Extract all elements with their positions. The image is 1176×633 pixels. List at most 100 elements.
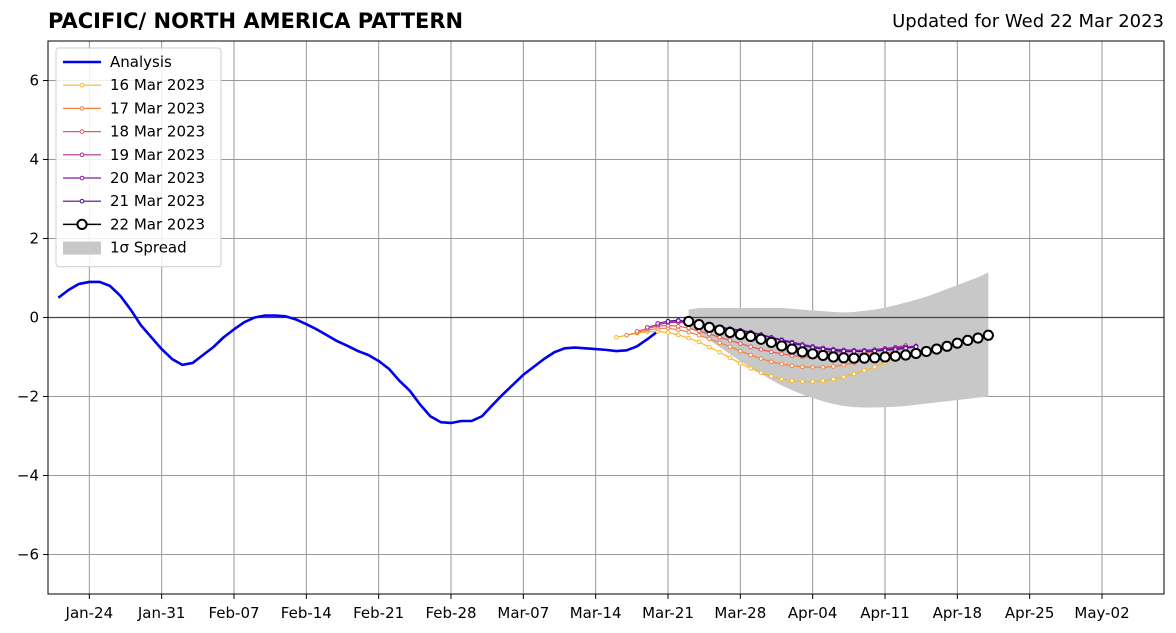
forecast-point — [827, 351, 839, 363]
forecast-point — [727, 338, 733, 343]
forecast-point — [779, 361, 784, 367]
x-tick-label: Jan-31 — [137, 604, 186, 622]
forecast-point — [841, 362, 846, 368]
x-tick-label: Mar-28 — [714, 604, 766, 622]
forecast-point — [634, 329, 640, 334]
forecast-point — [769, 374, 774, 379]
legend-forecast-marker — [79, 129, 85, 134]
forecast-point — [724, 326, 736, 339]
forecast-point — [727, 344, 733, 350]
y-tick-label: 0 — [29, 309, 39, 327]
forecast-point — [851, 371, 857, 377]
forecast-point — [858, 352, 870, 364]
forecast-point — [838, 352, 850, 364]
forecast-point — [951, 337, 963, 349]
y-tick-label: −6 — [17, 546, 39, 564]
forecast-point — [931, 343, 943, 355]
legend-forecast-label: 19 Mar 2023 — [110, 146, 205, 164]
forecast-point — [727, 355, 733, 361]
forecast-point — [738, 348, 743, 354]
forecast-point — [734, 328, 746, 341]
legend-analysis-label: Analysis — [110, 53, 172, 71]
forecast-point — [707, 344, 712, 350]
forecast-point — [831, 364, 836, 369]
forecast-point — [800, 364, 805, 370]
forecast-point — [703, 321, 715, 333]
forecast-point — [810, 364, 815, 370]
plot-frame — [47, 40, 1165, 595]
x-tick-label: Feb-14 — [281, 604, 332, 622]
forecast-point — [748, 366, 753, 371]
forecast-point — [941, 340, 953, 352]
x-tick-label: Feb-28 — [425, 604, 476, 622]
forecast-point — [789, 363, 795, 368]
forecast-point — [879, 351, 891, 363]
x-tick-label: Feb-21 — [353, 604, 404, 622]
forecast-point — [817, 349, 829, 362]
spread-layer — [688, 272, 989, 408]
legend-forecast-marker — [79, 198, 85, 204]
forecast-point — [779, 376, 784, 382]
forecast-point — [820, 364, 826, 370]
forecast-point — [786, 343, 798, 355]
series-layer — [57, 280, 994, 425]
forecast-point — [738, 361, 743, 366]
forecast-point — [748, 352, 753, 358]
forecast-point — [676, 332, 681, 338]
legend-forecast-marker — [79, 152, 85, 158]
legend: Analysis 16 Mar 2023 17 Mar 2023 18 Mar 202… — [55, 47, 222, 268]
forecast-point — [665, 319, 671, 324]
forecast-point — [972, 332, 984, 344]
forecast-point — [748, 344, 753, 350]
y-tick-label: −4 — [17, 467, 39, 485]
grid-layer — [48, 41, 1164, 594]
forecast-point — [982, 329, 994, 341]
forecast-point — [665, 330, 671, 335]
legend-spread-label: 1σ Spread — [110, 239, 187, 257]
forecast-point — [693, 319, 705, 331]
chart-title: PACIFIC/ NORTH AMERICA PATTERN — [48, 9, 464, 33]
forecast-point — [738, 341, 743, 346]
legend-forecast-label: 18 Mar 2023 — [110, 123, 205, 141]
x-tick-label: Feb-07 — [208, 604, 259, 622]
forecast-point — [869, 352, 881, 364]
x-tick-label: Apr-04 — [788, 604, 838, 622]
forecast-point — [717, 349, 722, 355]
forecast-point — [758, 356, 764, 361]
forecast-point — [769, 349, 774, 355]
forecast-point — [745, 330, 757, 343]
legend-forecast-label: 21 Mar 2023 — [110, 192, 205, 210]
axis-layer: −6 −4 −2 0 2 4 6 Jan-24 Jan-31 Feb-07 Feb-14 Feb-21… — [17, 40, 1165, 622]
x-tick-label: Mar-07 — [497, 604, 549, 622]
forecast-point — [796, 346, 808, 358]
x-tick-label: Apr-25 — [1005, 604, 1055, 622]
forecast-point — [624, 332, 629, 338]
forecast-point — [776, 340, 788, 352]
forecast-point — [910, 347, 922, 360]
spread-band — [688, 272, 989, 408]
y-tick-label: −2 — [17, 388, 39, 406]
x-tick-label: Apr-18 — [933, 604, 983, 622]
forecast-point — [683, 315, 695, 328]
forecast-point — [696, 332, 702, 338]
forecast-point — [645, 325, 650, 330]
forecast-point — [962, 334, 974, 347]
legend-forecast-label: 20 Mar 2023 — [110, 169, 205, 187]
forecast-point — [779, 351, 784, 357]
chart-subtitle: Updated for Wed 22 Mar 2023 — [892, 11, 1164, 32]
y-tick-label: 6 — [29, 72, 39, 90]
forecast-point — [789, 378, 795, 384]
forecast-point — [755, 333, 767, 345]
legend-forecast-marker — [76, 218, 88, 230]
y-tick-label: 2 — [29, 230, 39, 248]
forecast-point — [707, 336, 712, 342]
legend-spread-swatch — [63, 241, 101, 255]
legend-forecast-label: 16 Mar 2023 — [110, 76, 205, 94]
forecast-point — [769, 359, 774, 365]
forecast-point — [686, 335, 691, 341]
forecast-point — [676, 323, 681, 329]
forecast-point — [655, 321, 660, 326]
legend-forecast-marker — [79, 82, 85, 88]
forecast-point — [872, 364, 877, 370]
